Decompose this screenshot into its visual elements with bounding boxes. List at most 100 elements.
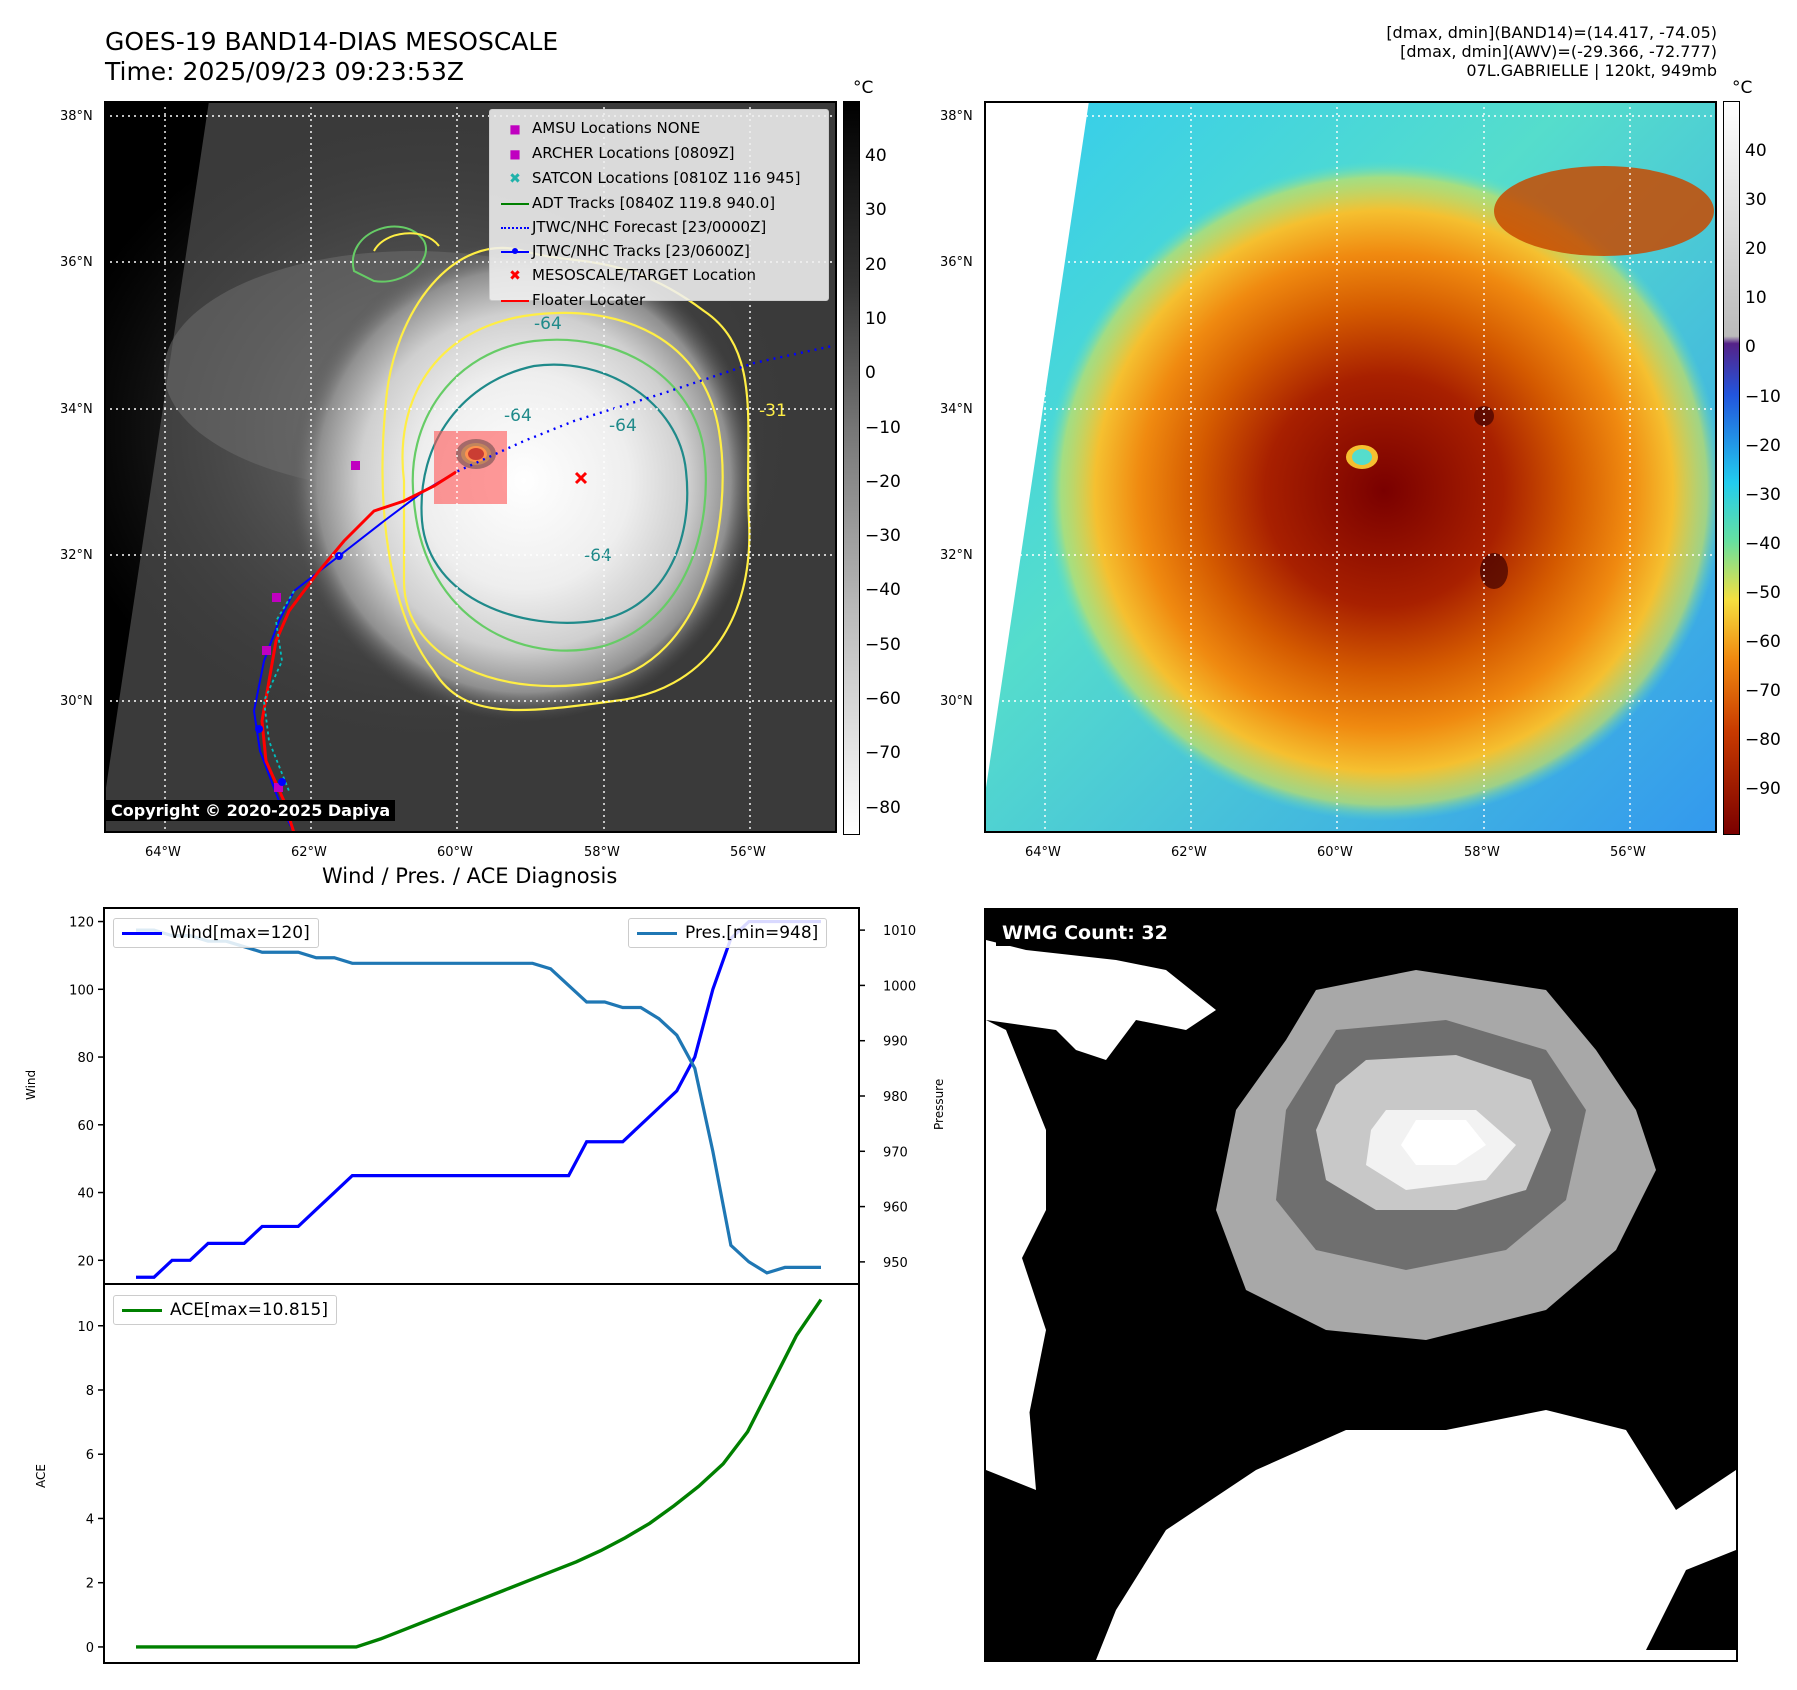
lon-label: 58°W — [1464, 845, 1500, 860]
pressure-tick-label: 1000 — [883, 979, 916, 994]
wind-tick-label: 80 — [77, 1051, 94, 1066]
colorbar-tick-label: −30 — [865, 526, 901, 547]
lat-label: 36°N — [60, 255, 93, 270]
lon-label: 60°W — [437, 845, 473, 860]
colorbar-tick-label: −40 — [865, 580, 901, 601]
best-track — [252, 471, 457, 834]
lat-label: 38°N — [60, 109, 93, 124]
lon-label: 56°W — [730, 845, 766, 860]
colorbar-tick-label: 40 — [1745, 141, 1767, 161]
wind-pressure-chart: 20 40 60 80 100 120 950 960 970 980 990 1000 1010 — [69, 907, 916, 1285]
color-colorbar — [1723, 101, 1740, 835]
colorbar-tick-label: 40 — [865, 146, 887, 166]
wmg-image — [986, 910, 1736, 1660]
colorbar-tick-label: 10 — [865, 308, 887, 329]
ace-series-line — [136, 1298, 823, 1649]
colorbar-tick-label: −70 — [865, 743, 901, 764]
colorbar-tick-label: −80 — [1745, 730, 1781, 751]
wind-tick-label: 60 — [77, 1119, 94, 1134]
contour-label: -31 — [759, 401, 787, 421]
map-gridlines — [104, 101, 837, 833]
legend-item: JTWC/NHC Tracks [23/0600Z] — [498, 239, 800, 263]
lon-label: 56°W — [1610, 845, 1646, 860]
stats-line-2: [dmax, dmin](AWV)=(-29.366, -72.777) — [1400, 42, 1717, 61]
ace-tick-label: 8 — [86, 1384, 94, 1399]
contour-label: -64 — [504, 406, 532, 426]
colorbar-tick-label: −10 — [1745, 386, 1781, 407]
legend-item: ■ ARCHER Locations [0809Z] — [509, 144, 735, 162]
colorbar-tick-label: 30 — [865, 200, 887, 221]
legend-item: ✖ MESOSCALE/TARGET Location — [509, 266, 757, 284]
lon-label: 58°W — [584, 845, 620, 860]
copyright-label: Copyright © 2020-2025 Dapiya — [106, 800, 396, 821]
ace-frame — [103, 1283, 860, 1664]
map-legend: ■ AMSU Locations NONE ■ ARCHER Locations [… — [489, 109, 829, 309]
ir-map-panel: -64 -64 -64 -64 -31 — [54, 101, 838, 834]
lat-label: 34°N — [940, 402, 973, 417]
forecast-track — [455, 343, 838, 474]
pressure-tick-label: 970 — [883, 1145, 908, 1160]
lon-label: 62°W — [291, 845, 327, 860]
contour-label: -64 — [609, 416, 637, 436]
ace-chart: 0 2 4 6 8 10 — [77, 1283, 860, 1664]
legend-item: ■ AMSU Locations NONE — [509, 119, 701, 137]
diagnosis-chart: 20 40 60 80 100 120 950 960 970 980 990 1000 1010 0 2… — [69, 907, 916, 1664]
ace-tick-label: 10 — [77, 1320, 94, 1335]
legend-item: ✖ SATCON Locations [0810Z 116 945] — [509, 169, 801, 187]
lat-label: 38°N — [940, 109, 973, 124]
diagnosis-title: Wind / Pres. / ACE Diagnosis — [322, 864, 618, 888]
lat-label: 30°N — [60, 694, 93, 709]
colorbar-tick-label: −20 — [865, 471, 901, 492]
lon-label: 64°W — [1025, 845, 1061, 860]
color-map-panel — [984, 101, 1724, 833]
colorbar-tick-label: −90 — [1745, 779, 1781, 800]
ace-tick-label: 0 — [86, 1641, 94, 1656]
gray-colorbar — [843, 101, 860, 835]
ace-legend: ACE[max=10.815] — [113, 1295, 337, 1325]
legend-item: ADT Tracks [0840Z 119.8 940.0] — [498, 191, 800, 215]
ace-tick-label: 4 — [86, 1512, 94, 1527]
floater-track — [260, 470, 457, 834]
color-map-image — [984, 101, 1724, 833]
colorbar-tick-label: 30 — [1745, 190, 1767, 211]
colorbar-tick-label: −10 — [865, 417, 901, 438]
colorbar-tick-label: −40 — [1745, 533, 1781, 554]
colorbar-tick-label: 20 — [865, 254, 887, 275]
colorbar-tick-label: −20 — [1745, 435, 1781, 456]
figure-title: GOES-19 BAND14-DIAS MESOSCALE Time: 2025… — [105, 27, 558, 87]
contour-label: -64 — [584, 546, 612, 566]
map-gridlines — [984, 101, 1717, 833]
title-line-1: GOES-19 BAND14-DIAS MESOSCALE — [105, 27, 559, 56]
pressure-tick-label: 990 — [883, 1035, 908, 1050]
ace-tick-label: 6 — [86, 1448, 94, 1463]
wmg-count-label: WMG Count: 32 — [996, 920, 1174, 946]
colorbar-tick-label: 20 — [1745, 239, 1767, 260]
legend-item: JTWC/NHC Forecast [23/0000Z] — [498, 215, 800, 239]
colorbar-tick-label: 0 — [1745, 337, 1756, 358]
gray-colorbar-unit: °C — [853, 78, 874, 98]
colorbar-tick-label: 0 — [865, 363, 876, 384]
pressure-axis-label: Pressure — [932, 1078, 946, 1130]
colorbar-tick-label: −60 — [1745, 632, 1781, 652]
lat-label: 34°N — [60, 402, 93, 417]
lat-label: 36°N — [940, 255, 973, 270]
wind-tick-label: 120 — [69, 916, 94, 931]
lon-label: 60°W — [1317, 845, 1353, 860]
lon-label: 62°W — [1171, 845, 1207, 860]
stats-line-1: [dmax, dmin](BAND14)=(14.417, -74.05) — [1386, 23, 1717, 42]
wind-axis-label: Wind — [24, 1069, 38, 1100]
legend-item: Floater Locater — [498, 288, 800, 312]
wind-legend: Wind[max=120] — [113, 918, 319, 948]
colorbar-tick-label: −80 — [865, 797, 901, 818]
colorbar-tick-label: 10 — [1745, 288, 1767, 309]
colorbar-tick-label: −60 — [865, 689, 901, 709]
lat-label: 32°N — [940, 548, 973, 563]
lon-label: 64°W — [145, 845, 181, 860]
pressure-tick-label: 1010 — [883, 924, 916, 939]
pressure-tick-label: 980 — [883, 1090, 908, 1105]
wmg-panel: WMG Count: 32 — [984, 908, 1738, 1662]
lat-label: 30°N — [940, 694, 973, 709]
wind-tick-label: 100 — [69, 983, 94, 998]
stats-line-3: 07L.GABRIELLE | 120kt, 949mb — [1466, 61, 1717, 80]
ace-tick-label: 2 — [86, 1577, 94, 1592]
